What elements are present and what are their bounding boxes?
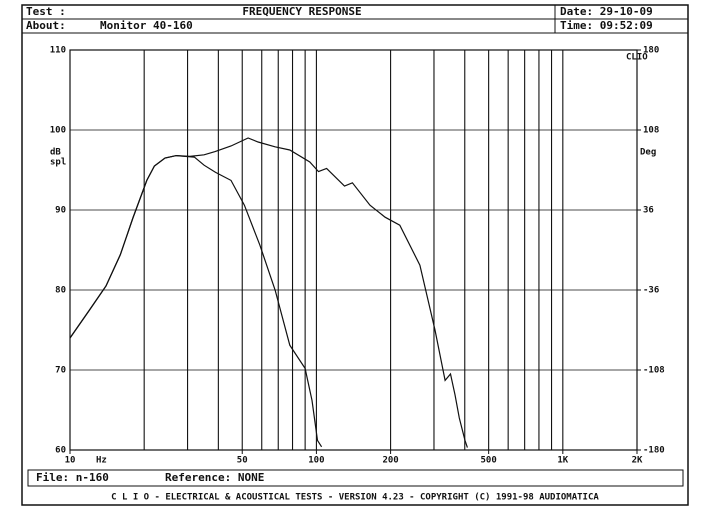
reference: Reference: NONE xyxy=(165,471,264,484)
y2-tick-label: -180 xyxy=(643,446,665,456)
date: Date: 29-10-09 xyxy=(560,5,653,18)
y-tick-label: 90 xyxy=(55,206,66,216)
y-tick-label: 100 xyxy=(50,126,66,136)
y2-tick-label: -108 xyxy=(643,366,665,376)
y-tick-label: 110 xyxy=(50,46,66,56)
window-frame xyxy=(21,4,689,506)
y-axis-label: dB xyxy=(50,148,61,158)
y2-tick-label: 36 xyxy=(643,206,654,216)
test-label: Test : xyxy=(26,5,66,18)
time: Time: 09:52:09 xyxy=(560,19,653,32)
y-tick-label: 70 xyxy=(55,366,66,376)
y2-tick-label: 180 xyxy=(643,46,659,56)
banner: C L I O - ELECTRICAL & ACOUSTICAL TESTS … xyxy=(111,493,599,503)
response-curve xyxy=(69,154,323,448)
about: Monitor 40-160 xyxy=(100,19,193,32)
x-tick-label: 100 xyxy=(308,456,324,466)
file: File: n-160 xyxy=(36,471,109,484)
y2-tick-label: 108 xyxy=(643,126,659,136)
y-axis-label: spl xyxy=(50,158,66,168)
y2-tick-label: -36 xyxy=(643,286,659,296)
x-tick-label: 50 xyxy=(237,456,248,466)
x-tick-label: 10 xyxy=(65,456,76,466)
x-tick-label: 200 xyxy=(382,456,398,466)
y-tick-label: 60 xyxy=(55,446,66,456)
chart-title: FREQUENCY RESPONSE xyxy=(242,5,361,18)
y2-axis-label: Deg xyxy=(640,148,656,158)
x-axis-label: Hz xyxy=(96,456,107,466)
x-tick-label: 2K xyxy=(632,456,643,466)
about-label: About: xyxy=(26,19,66,32)
footer-box xyxy=(27,469,684,487)
x-tick-label: 500 xyxy=(481,456,497,466)
x-tick-label: 1K xyxy=(557,456,568,466)
y-tick-label: 80 xyxy=(55,286,66,296)
